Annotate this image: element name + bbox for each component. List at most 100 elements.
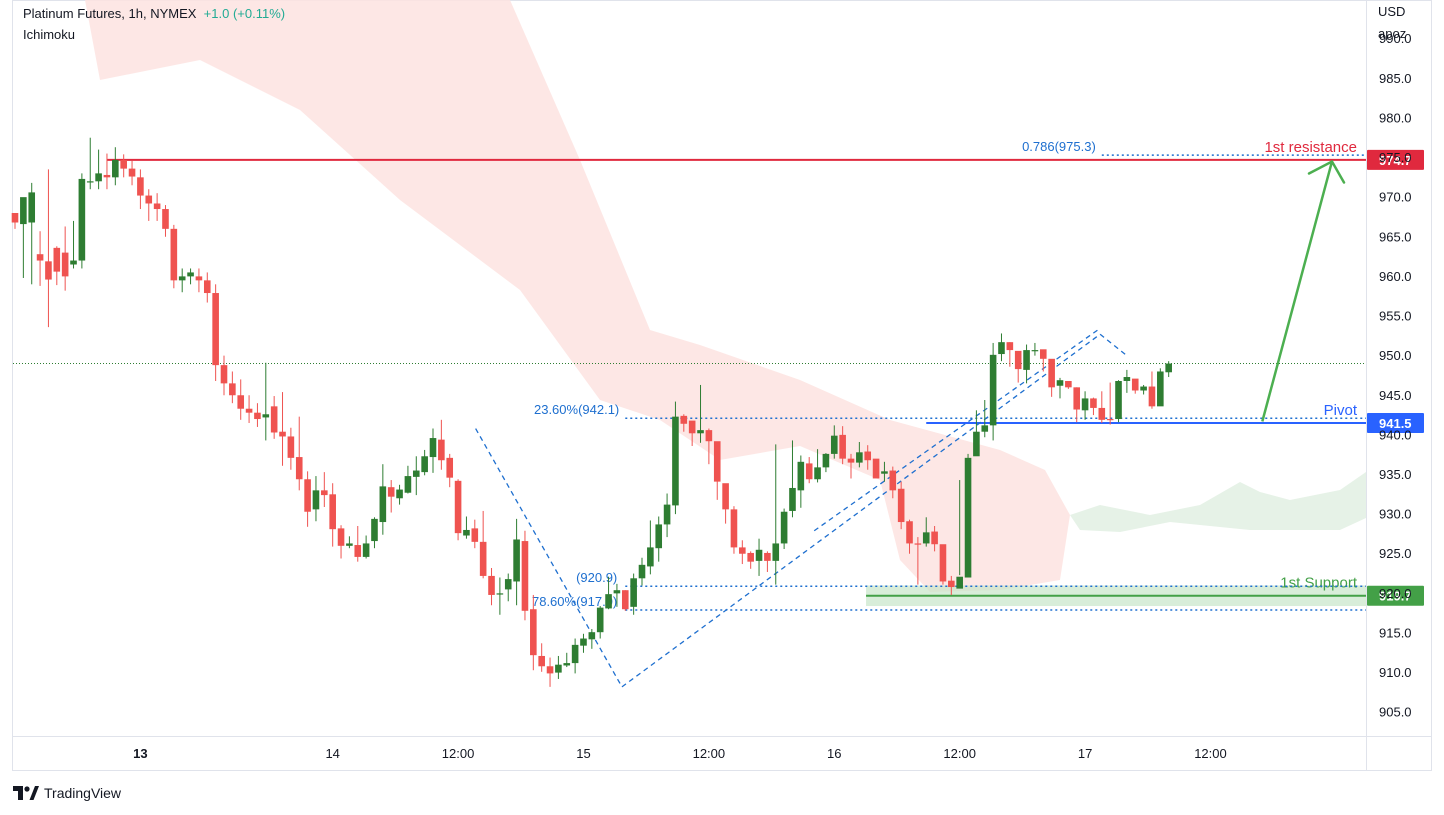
candle [989, 342, 997, 441]
candle [1006, 342, 1014, 367]
y-tick-label: 960.0 [1379, 269, 1412, 284]
y-tick-label: 975.0 [1379, 150, 1412, 165]
candle [931, 526, 938, 552]
candle [36, 231, 44, 286]
candle [755, 538, 763, 576]
candle [70, 220, 77, 269]
indicator-label[interactable]: Ichimoku [23, 27, 76, 42]
chart-border [12, 0, 1432, 771]
candle [881, 461, 888, 482]
fib-level-label: 78.60%(917.9) [532, 594, 617, 609]
candle [663, 493, 671, 538]
candle [789, 440, 796, 518]
candle [1131, 378, 1139, 394]
candle [546, 657, 554, 687]
y-tick-label: 945.0 [1379, 388, 1412, 403]
interval[interactable]: 1h [128, 6, 143, 21]
candle [638, 557, 646, 586]
y-tick-label: 985.0 [1379, 71, 1412, 86]
candle [145, 189, 153, 221]
candle [764, 551, 771, 572]
candle [488, 568, 495, 606]
resistance-price-label: 974.7 [1379, 153, 1412, 168]
candle [496, 577, 504, 615]
axis-mode[interactable]: apoz [1378, 26, 1406, 41]
candle [513, 518, 520, 606]
candle [872, 458, 880, 479]
candle [195, 268, 203, 293]
candle [588, 629, 596, 649]
x-tick-label: 14 [325, 746, 339, 761]
tradingview-logo-icon [13, 786, 39, 800]
candle [346, 536, 353, 549]
y-tick-label: 930.0 [1379, 507, 1412, 522]
candle [254, 403, 261, 427]
candle [120, 154, 127, 178]
x-tick-label: 12:00 [943, 746, 976, 761]
candle [229, 371, 236, 404]
candle [312, 476, 320, 522]
candle [1023, 344, 1030, 384]
candle [371, 517, 378, 549]
candle [112, 147, 119, 186]
candle [897, 481, 905, 530]
ichimoku-cloud-bullish [1070, 472, 1366, 532]
y-tick-label: 990.0 [1379, 31, 1412, 46]
candle [555, 655, 562, 679]
candle [11, 212, 19, 229]
symbol-name[interactable]: Platinum Futures [23, 6, 122, 21]
ichimoku-cloud [85, 0, 1366, 592]
y-tick-label: 950.0 [1379, 348, 1412, 363]
candle [1106, 382, 1114, 425]
x-tick-label: 12:00 [693, 746, 726, 761]
pivot-name-label: Pivot [1324, 402, 1358, 419]
candle [86, 137, 94, 190]
pivot-price-label: 941.5 [1379, 416, 1412, 431]
candle [998, 333, 1005, 362]
candle [1073, 387, 1081, 423]
resistance-price-badge: 974.7 [1367, 149, 1424, 170]
candle [170, 224, 178, 289]
candle [295, 416, 303, 491]
candle [780, 508, 788, 549]
candle [922, 517, 930, 547]
candle [354, 526, 362, 562]
candle [839, 426, 846, 465]
fib-connector-up [621, 333, 1101, 688]
fib-connector-down [475, 428, 623, 688]
tradingview-logo[interactable]: TradingView [13, 785, 121, 801]
candle [939, 544, 947, 585]
candle [404, 465, 412, 494]
y-tick-label: 980.0 [1379, 110, 1412, 125]
candle [1115, 380, 1122, 423]
candle [329, 483, 336, 547]
candle [1148, 371, 1156, 409]
candle [78, 173, 86, 269]
y-tick-label: 920.0 [1379, 586, 1412, 601]
fib-level-label: 0.786(975.3) [1022, 139, 1096, 154]
candle [1123, 369, 1131, 393]
axis-currency[interactable]: USD [1378, 4, 1405, 19]
resistance-name-label: 1st resistance [1264, 139, 1357, 156]
candle [379, 464, 387, 535]
fib-connector-top [1099, 333, 1128, 357]
candle [137, 169, 144, 210]
candle [396, 484, 403, 505]
y-tick-label: 935.0 [1379, 467, 1412, 482]
candle [1165, 361, 1172, 378]
candle [28, 182, 36, 285]
candle [747, 551, 754, 569]
candle [621, 590, 629, 611]
candle [956, 480, 963, 589]
candle [647, 520, 654, 575]
candle [454, 479, 462, 541]
candle [973, 410, 980, 457]
candle [103, 153, 111, 190]
candle [471, 519, 479, 549]
x-tick-label: 17 [1078, 746, 1092, 761]
candle [212, 284, 219, 381]
candle [429, 428, 437, 473]
candle [864, 445, 872, 470]
candle [387, 480, 395, 513]
